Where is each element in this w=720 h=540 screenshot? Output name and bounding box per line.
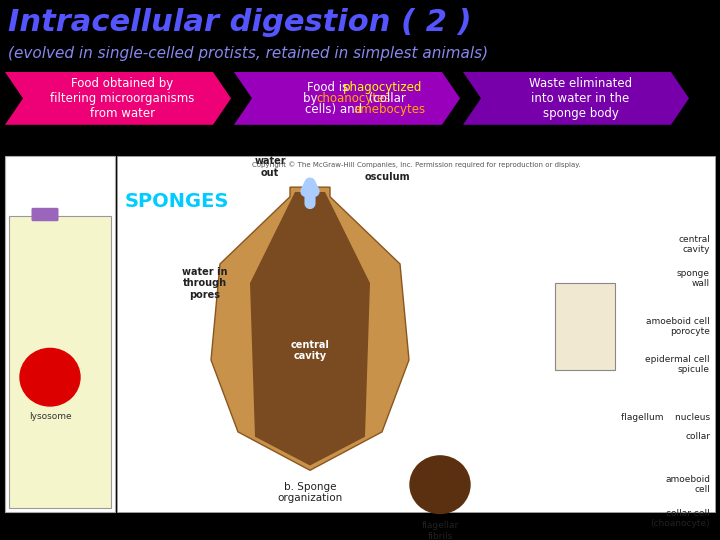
Text: SPONGES: SPONGES — [125, 192, 230, 211]
Text: collar cell
(choanocyte): collar cell (choanocyte) — [650, 509, 710, 528]
FancyBboxPatch shape — [117, 157, 715, 511]
Text: Food obtained by
filtering microorganisms
from water: Food obtained by filtering microorganism… — [50, 77, 194, 120]
FancyBboxPatch shape — [555, 283, 615, 369]
Text: epidermal cell
spicule: epidermal cell spicule — [645, 355, 710, 374]
Text: (collar: (collar — [365, 92, 405, 105]
FancyArrowPatch shape — [306, 183, 314, 204]
Text: Food is: Food is — [307, 81, 352, 94]
Text: phagocytized: phagocytized — [343, 81, 422, 94]
Circle shape — [20, 348, 80, 406]
FancyBboxPatch shape — [9, 216, 111, 508]
Text: flagellum    nucleus: flagellum nucleus — [621, 413, 710, 422]
Circle shape — [410, 456, 470, 514]
Text: flagellar
fibrils: flagellar fibrils — [421, 521, 459, 540]
Text: amoeboid cell
porocyte: amoeboid cell porocyte — [647, 316, 710, 336]
Text: by: by — [303, 92, 321, 105]
Text: choanocytes: choanocytes — [316, 92, 390, 105]
Polygon shape — [234, 72, 460, 125]
Text: amebocytes: amebocytes — [354, 103, 426, 116]
Text: lysosome: lysosome — [29, 412, 71, 421]
Text: central
cavity: central cavity — [678, 235, 710, 254]
Text: Copyright © The McGraw-Hill Companies, Inc. Permission required for reproduction: Copyright © The McGraw-Hill Companies, I… — [252, 161, 580, 168]
FancyBboxPatch shape — [32, 208, 58, 221]
Text: b. Sponge
organization: b. Sponge organization — [277, 482, 343, 503]
Polygon shape — [250, 192, 370, 465]
Polygon shape — [211, 187, 409, 470]
Text: water
out: water out — [254, 156, 286, 178]
Text: Waste eliminated
into water in the
sponge body: Waste eliminated into water in the spong… — [529, 77, 632, 120]
Text: cells) and: cells) and — [305, 103, 366, 116]
Polygon shape — [5, 72, 231, 125]
FancyBboxPatch shape — [5, 157, 115, 511]
Polygon shape — [463, 72, 689, 125]
Text: osculum: osculum — [365, 172, 410, 183]
Text: sponge
wall: sponge wall — [677, 268, 710, 288]
Text: collar: collar — [685, 432, 710, 441]
Text: (evolved in single-celled protists, retained in simplest animals): (evolved in single-celled protists, reta… — [8, 46, 488, 61]
Text: amoeboid
cell: amoeboid cell — [665, 475, 710, 495]
Text: central
cavity: central cavity — [291, 340, 330, 361]
Text: water in
through
pores: water in through pores — [182, 267, 228, 300]
Text: Intracellular digestion ( 2 ): Intracellular digestion ( 2 ) — [8, 8, 472, 37]
